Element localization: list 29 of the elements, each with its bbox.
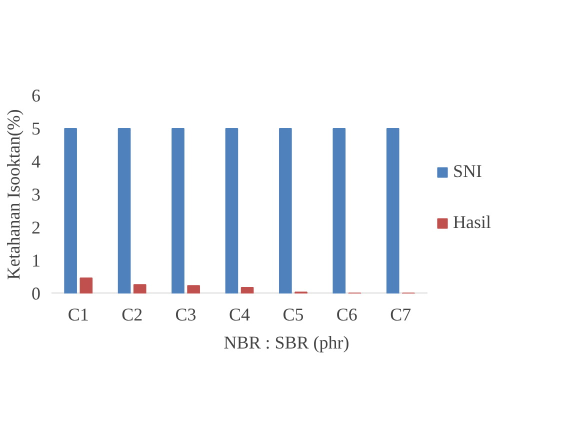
y-tick-label: 4 (32, 152, 40, 172)
y-tick-label: 0 (32, 284, 40, 304)
x-tick-label: C1 (68, 304, 89, 324)
x-tick-label: C5 (282, 304, 304, 324)
y-tick-label: 3 (32, 184, 40, 204)
bar (332, 128, 346, 294)
y-axis-title: Ketahanan Isooktan(%) (4, 109, 24, 280)
bar (279, 128, 292, 294)
x-tick-label: C7 (390, 304, 412, 324)
bar (64, 128, 77, 294)
bar (172, 128, 184, 294)
bar (386, 128, 400, 294)
bar (118, 128, 131, 294)
x-tick-label: C3 (175, 304, 196, 324)
x-tick-label: C4 (228, 304, 250, 324)
x-tick-label: C2 (122, 304, 143, 324)
legend-label: SNI (453, 161, 482, 182)
x-axis-title: NBR : SBR (phr) (224, 332, 350, 352)
bar (80, 277, 93, 294)
y-tick-label: 5 (32, 118, 40, 138)
bar (240, 287, 254, 294)
bar (225, 128, 238, 294)
y-tick-label: 2 (32, 218, 40, 238)
bar (133, 284, 146, 294)
y-tick-label: 6 (32, 86, 40, 106)
x-tick-label: C6 (336, 304, 358, 324)
y-tick-label: 1 (32, 250, 40, 270)
legend-label: Hasil (453, 212, 491, 233)
bar (187, 285, 200, 294)
